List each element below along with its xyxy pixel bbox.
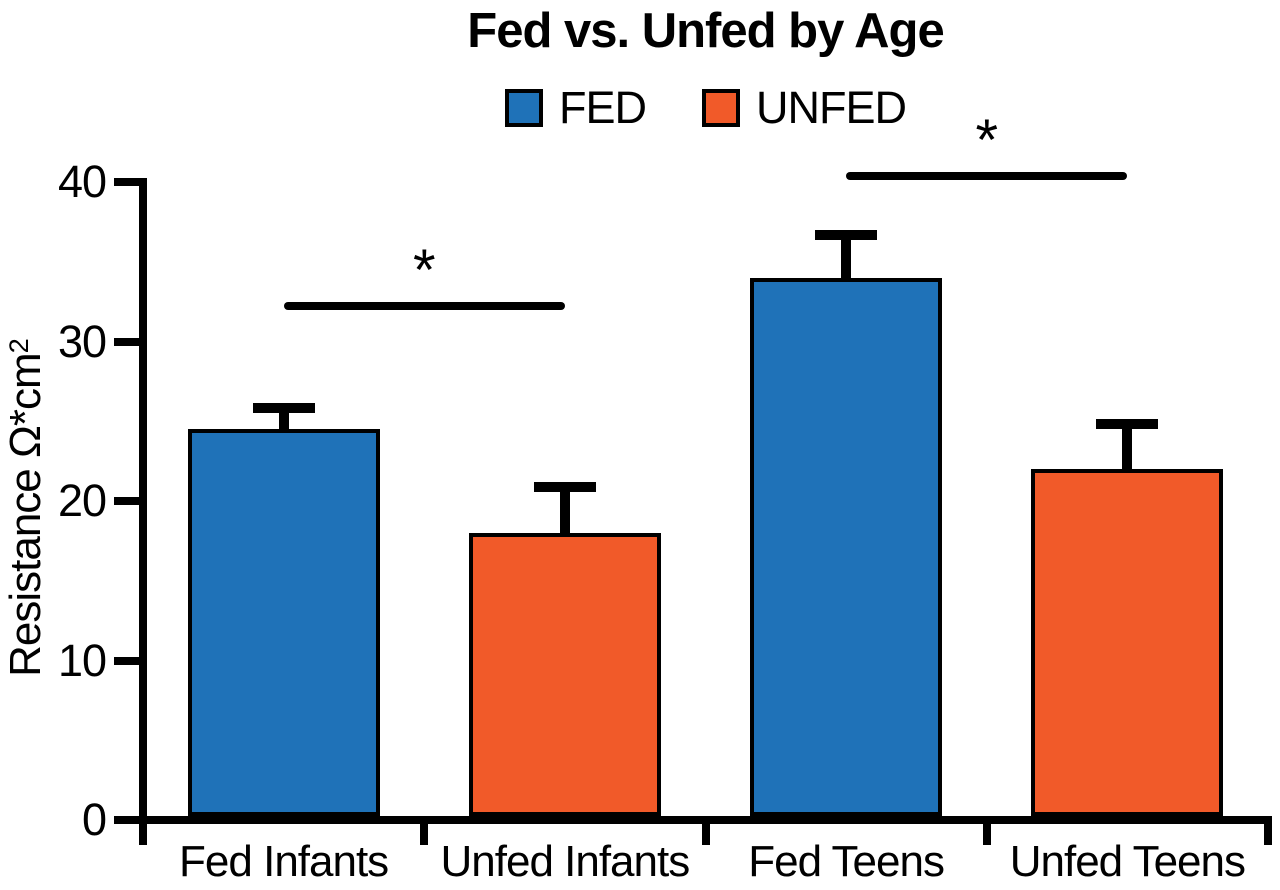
y-tick-label: 0 xyxy=(81,794,107,845)
x-axis-tick xyxy=(701,820,710,845)
x-category-label-fed-infants: Fed Infants xyxy=(179,837,389,886)
y-axis-tick xyxy=(114,816,139,824)
legend-label: FED xyxy=(559,82,647,133)
y-tick-label: 30 xyxy=(57,315,107,367)
y-tick-label: 10 xyxy=(57,634,107,686)
bar-unfed-infants xyxy=(468,532,661,816)
chart-title: Fed vs. Unfed by Age xyxy=(467,4,944,58)
error-bar-cap-fed-infants xyxy=(252,403,315,414)
y-tick-label: 40 xyxy=(57,156,107,207)
error-bar-stem-fed-infants xyxy=(278,408,289,430)
x-axis-tick xyxy=(420,820,429,845)
significance-asterisk: * xyxy=(975,107,999,173)
significance-asterisk: * xyxy=(412,238,436,304)
error-bar-stem-unfed-teens xyxy=(1122,424,1133,470)
y-tick-label: 20 xyxy=(57,475,107,526)
error-bar-cap-unfed-teens xyxy=(1096,419,1159,430)
y-axis-line xyxy=(139,178,147,824)
x-category-label-fed-teens: Fed Teens xyxy=(748,837,945,886)
legend-label: UNFED xyxy=(756,82,907,133)
bar-fed-teens xyxy=(750,277,943,816)
x-axis-tick xyxy=(139,820,147,845)
error-bar-cap-unfed-infants xyxy=(533,481,596,492)
x-axis-tick xyxy=(982,820,991,845)
bar-fed-infants xyxy=(187,429,380,816)
significance-line xyxy=(283,302,565,311)
error-bar-cap-fed-teens xyxy=(815,229,878,240)
x-category-label-unfed-teens: Unfed Teens xyxy=(1009,837,1246,886)
legend-item-unfed: UNFED xyxy=(702,82,907,133)
legend-swatch-unfed xyxy=(702,89,740,127)
error-bar-stem-unfed-infants xyxy=(559,486,570,533)
y-axis-tick xyxy=(114,178,139,186)
bar-unfed-teens xyxy=(1031,469,1224,816)
error-bar-stem-fed-teens xyxy=(841,234,852,278)
legend-item-fed: FED xyxy=(505,82,647,133)
significance-line xyxy=(846,171,1128,180)
y-axis-tick xyxy=(114,497,139,505)
x-category-label-unfed-infants: Unfed Infants xyxy=(440,837,691,886)
y-axis-tick xyxy=(114,337,139,346)
legend: FED UNFED xyxy=(143,84,1268,132)
legend-swatch-fed xyxy=(505,89,543,127)
y-axis-tick xyxy=(114,656,139,665)
x-axis-tick xyxy=(1264,820,1272,845)
